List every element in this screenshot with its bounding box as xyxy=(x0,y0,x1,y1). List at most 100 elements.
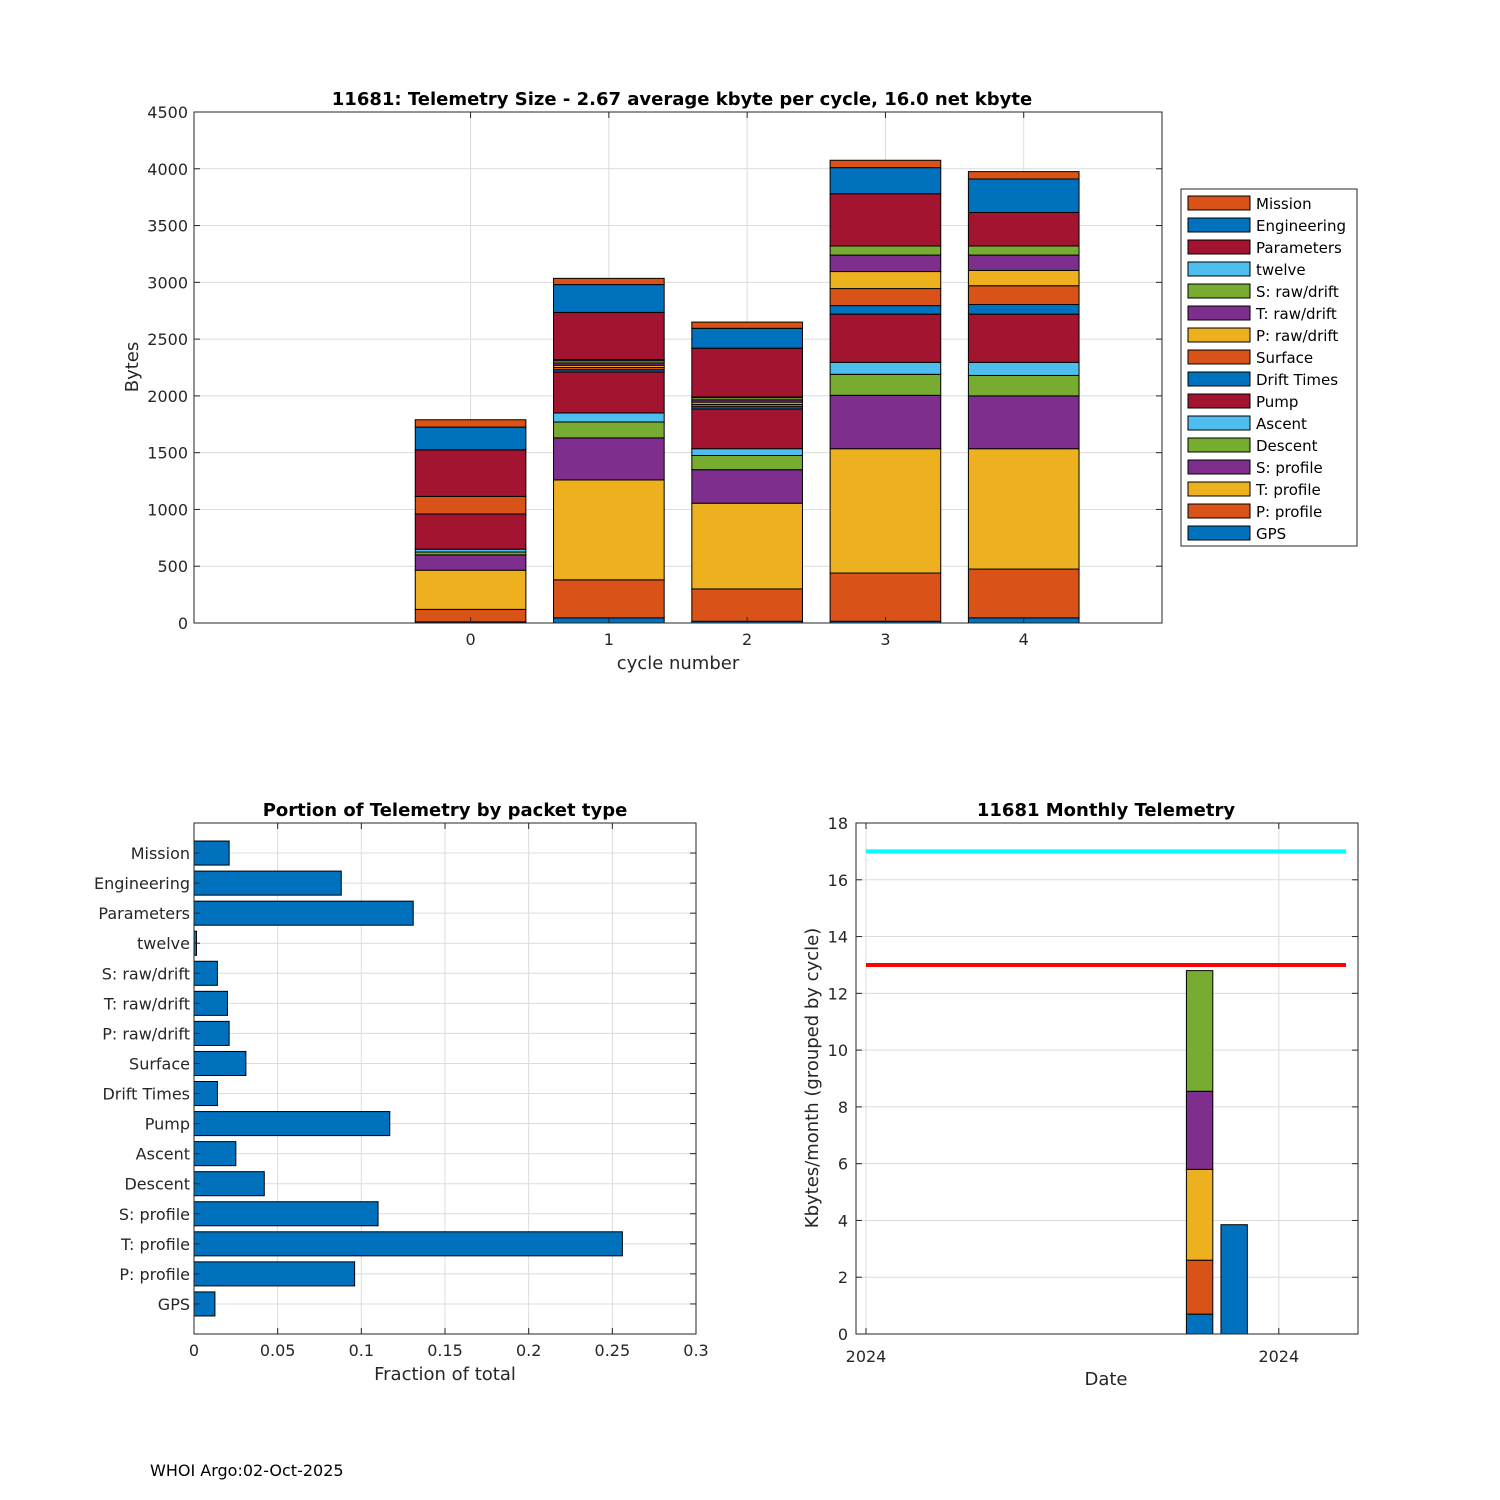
portion-ytick-label: T: profile xyxy=(120,1235,190,1254)
legend-swatch xyxy=(1187,349,1251,365)
monthly-ytick-label: 14 xyxy=(828,928,848,947)
telemetry-size-bar-segment xyxy=(553,579,665,619)
portion-bar xyxy=(193,1261,356,1287)
portion-ytick-label: Ascent xyxy=(136,1145,190,1164)
telemetry-size-bar-segment xyxy=(829,271,942,290)
telemetry-size-ytick-label: 4500 xyxy=(147,103,188,122)
telemetry-size-bar-segment xyxy=(414,513,527,550)
telemetry-size-ytick-label: 500 xyxy=(157,557,188,576)
telemetry-size-bar-segment xyxy=(553,277,665,286)
monthly-ytick-label: 12 xyxy=(828,984,848,1003)
portion-ytick-label: Descent xyxy=(124,1175,190,1194)
telemetry-size-bar-segment xyxy=(967,568,1080,619)
legend-swatch xyxy=(1187,371,1251,387)
telemetry-size-axes xyxy=(193,111,1163,624)
legend-entry-label: S: profile xyxy=(1256,459,1323,477)
monthly-telemetry-ylabel: Kbytes/month (grouped by cycle) xyxy=(802,928,823,1228)
telemetry-size-bar-segment xyxy=(829,448,942,574)
telemetry-size-bar-segment xyxy=(829,193,942,247)
portion-ytick-label: S: raw/drift xyxy=(102,964,190,983)
telemetry-size-xtick-label: 4 xyxy=(1019,630,1029,649)
telemetry-size-xtick-label: 3 xyxy=(880,630,890,649)
monthly-xtick-label: 2024 xyxy=(846,1347,887,1366)
telemetry-size-bar-segment xyxy=(691,455,803,471)
monthly-ytick-label: 6 xyxy=(838,1155,848,1174)
telemetry-size-bar-segment xyxy=(967,269,1080,287)
legend-entry-label: twelve xyxy=(1256,261,1306,279)
portion-by-type-title: Portion of Telemetry by packet type xyxy=(263,800,628,821)
legend-entry-label: Drift Times xyxy=(1256,371,1338,389)
monthly-ytick-label: 16 xyxy=(828,871,848,890)
legend-swatch xyxy=(1187,217,1251,233)
telemetry-size-bar-segment xyxy=(829,572,942,622)
portion-xtick-label: 0.15 xyxy=(427,1341,463,1360)
portion-ytick-label: P: raw/drift xyxy=(102,1024,190,1043)
telemetry-size-ytick-label: 4000 xyxy=(147,160,188,179)
legend-entry-label: S: raw/drift xyxy=(1256,283,1339,301)
telemetry-size-bar-segment xyxy=(691,327,803,349)
telemetry-size-bar-segment xyxy=(967,254,1080,271)
monthly-ytick-label: 4 xyxy=(838,1211,848,1230)
portion-ytick-label: S: profile xyxy=(119,1205,190,1224)
telemetry-size-bar-segment xyxy=(829,394,942,450)
legend-entry-label: Pump xyxy=(1256,393,1298,411)
telemetry-size-bar-segment xyxy=(553,437,665,481)
telemetry-size-bar-segment xyxy=(967,178,1080,213)
telemetry-size-legend: Mission Engineering Parameters twelve S: raw… xyxy=(1180,188,1358,547)
telemetry-size-bar-segment xyxy=(829,159,942,169)
telemetry-size-xlabel: cycle number xyxy=(617,653,740,674)
telemetry-size-bar-segment xyxy=(829,254,942,273)
portion-xtick-label: 0.05 xyxy=(260,1341,296,1360)
portion-ytick-label: T: raw/drift xyxy=(103,994,190,1013)
monthly-telemetry-chart: 11681 Monthly Telemetry 0 2 4 6 8 10 12 14 16 18 2… xyxy=(802,800,1359,1390)
telemetry-size-ytick-label: 3000 xyxy=(147,273,188,292)
telemetry-size-bar-segment xyxy=(967,211,1080,247)
telemetry-size-title: 11681: Telemetry Size - 2.67 average kby… xyxy=(332,89,1032,110)
telemetry-size-bar-segment xyxy=(553,371,665,414)
telemetry-size-ytick-label: 1000 xyxy=(147,500,188,519)
telemetry-size-ytick-label: 3500 xyxy=(147,217,188,236)
telemetry-size-bar-segment xyxy=(553,284,665,313)
monthly-xtick-label: 2024 xyxy=(1258,1347,1299,1366)
legend-swatch xyxy=(1187,239,1251,255)
telemetry-size-ylabel: Bytes xyxy=(122,342,143,393)
legend-entry-label: Parameters xyxy=(1256,239,1342,257)
legend-swatch xyxy=(1187,503,1251,519)
legend-swatch xyxy=(1187,459,1251,475)
monthly-bar-segment xyxy=(1185,1090,1214,1170)
portion-xtick-label: 0 xyxy=(189,1341,199,1360)
telemetry-size-bar-segment xyxy=(967,361,1080,376)
telemetry-size-bar-segment xyxy=(829,373,942,396)
telemetry-size-ytick-label: 0 xyxy=(178,614,188,633)
legend-entry-label: GPS xyxy=(1256,525,1286,543)
telemetry-size-ytick-label: 2500 xyxy=(147,330,188,349)
telemetry-size-bar-segment xyxy=(829,288,942,307)
legend-entry-label: Ascent xyxy=(1256,415,1307,433)
portion-xtick-label: 0.1 xyxy=(349,1341,374,1360)
telemetry-size-bar-segment xyxy=(967,303,1080,315)
portion-ytick-label: twelve xyxy=(137,934,190,953)
monthly-ytick-label: 0 xyxy=(838,1325,848,1344)
monthly-bar-segment xyxy=(1185,1168,1214,1261)
portion-ytick-label: Drift Times xyxy=(102,1085,190,1104)
legend-swatch xyxy=(1187,525,1251,541)
telemetry-size-bar-segment xyxy=(967,313,1080,363)
legend-swatch xyxy=(1187,261,1251,277)
legend-swatch xyxy=(1187,415,1251,431)
telemetry-size-ytick-label: 2000 xyxy=(147,387,188,406)
telemetry-size-chart: 11681: Telemetry Size - 2.67 average kby… xyxy=(122,89,1358,674)
telemetry-size-bar-segment xyxy=(414,554,527,571)
monthly-ytick-label: 2 xyxy=(838,1268,848,1287)
monthly-bar-segment xyxy=(1185,1313,1214,1335)
telemetry-size-bar-segment xyxy=(691,448,803,457)
telemetry-size-bar-segment xyxy=(967,245,1080,256)
telemetry-size-bar-segment xyxy=(553,412,665,423)
telemetry-size-bar-segment xyxy=(553,421,665,439)
telemetry-size-bar-segment xyxy=(967,171,1080,180)
legend-swatch xyxy=(1187,305,1251,321)
telemetry-size-bar-segment xyxy=(414,419,527,428)
legend-entry-label: P: profile xyxy=(1256,503,1322,521)
portion-ytick-label: Mission xyxy=(131,844,190,863)
monthly-ytick-label: 10 xyxy=(828,1041,848,1060)
telemetry-size-ytick-label: 1500 xyxy=(147,444,188,463)
